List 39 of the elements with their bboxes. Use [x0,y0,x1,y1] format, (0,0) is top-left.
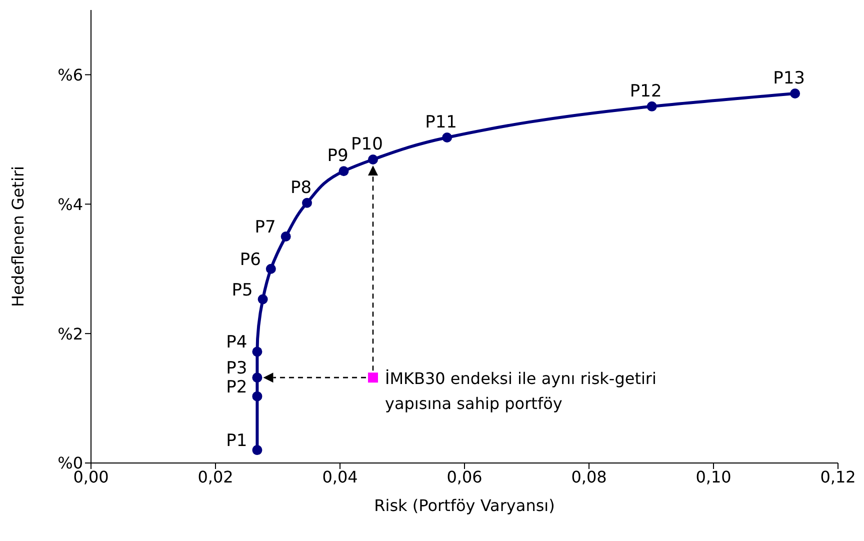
x-axis-title: Risk (Portföy Varyansı) [374,496,555,515]
y-tick-label: %4 [58,194,83,214]
point [442,132,452,142]
point [252,346,262,357]
point [338,166,349,176]
x-tick-label: 0,10 [696,467,732,486]
point [258,294,268,304]
data-label: P7 [254,218,276,238]
point [252,445,262,456]
point [252,372,262,383]
point [646,101,657,112]
point [266,264,276,274]
x-tick-label: 0,04 [322,467,358,486]
data-label: P6 [240,250,261,270]
data-label: P9 [327,146,348,166]
data-label: P4 [226,332,248,353]
point [368,372,378,383]
point [280,232,291,242]
data-label: P12 [630,81,662,102]
data-label: P5 [232,280,253,300]
point [790,88,800,98]
y-axis-title: Hedeflenen Getiri [8,166,28,307]
data-label: P1 [226,431,248,452]
data-label: P2 [226,377,248,398]
data-label: P13 [773,68,805,88]
y-tick-label: %2 [58,324,83,344]
x-tick-label: 0,02 [198,467,234,486]
x-tick-label: 0,06 [446,467,482,486]
point [252,391,262,402]
point [302,198,312,208]
annotation: İMKB30 endeksi ile aynı risk-getiri yapısına sahip portföy [384,368,657,415]
data-label: P10 [351,134,383,154]
x-tick-label: 0,08 [571,467,607,486]
x-tick-label: 0,12 [820,467,856,486]
data-label: P8 [290,178,312,198]
data-label: P3 [226,358,248,379]
y-tick-label: %6 [58,65,83,84]
data-label: P11 [425,112,458,132]
point [368,154,378,164]
